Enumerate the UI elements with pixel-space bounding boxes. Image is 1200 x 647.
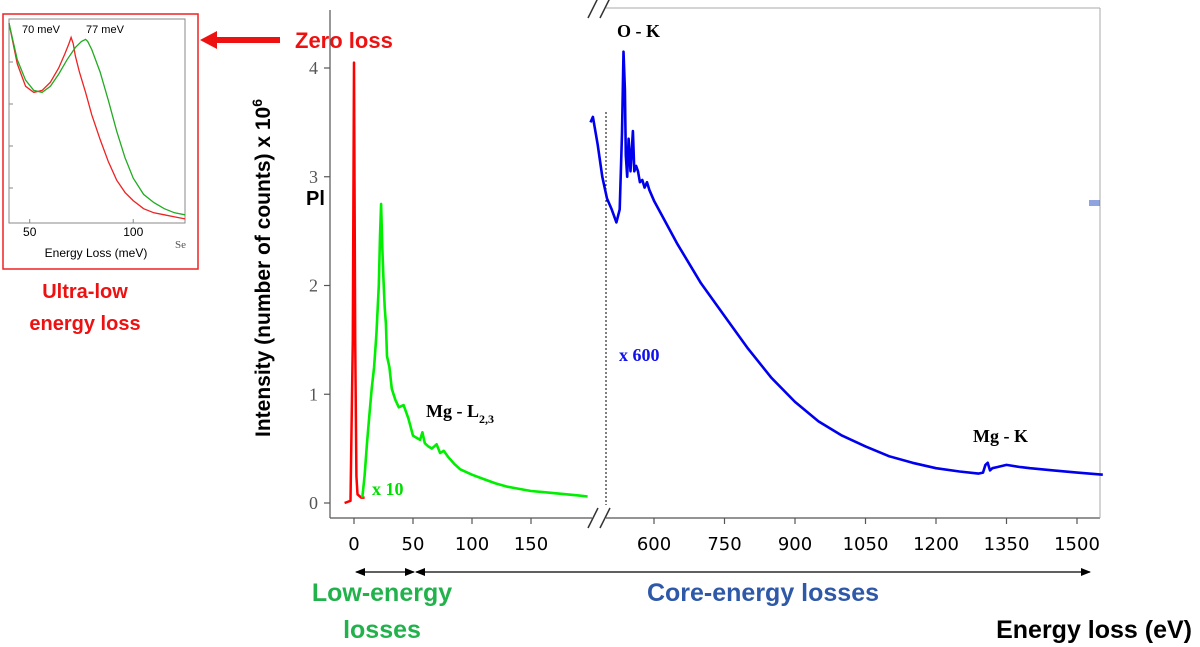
low-energy-losses-line2: losses — [343, 616, 421, 644]
x-tick-label-core: 1500 — [1054, 534, 1100, 555]
inset-x-axis-label: Energy Loss (meV) — [45, 246, 148, 260]
y-tick-label: 2 — [309, 276, 318, 296]
x-tick-label-core: 750 — [707, 534, 741, 555]
core-energy-series — [589, 50, 1103, 476]
inset-peak-label-70: 70 meV — [22, 24, 61, 36]
core-scale-factor-label: x 600 — [619, 345, 660, 365]
ultra-low-label-line1: Ultra-low — [42, 281, 128, 303]
inset-y-ticks — [9, 61, 13, 189]
y-tick-label: 0 — [309, 493, 318, 513]
inset-x-tick-label: 100 — [123, 225, 143, 239]
x-tick-label-core: 1350 — [984, 534, 1030, 555]
y-tick-label: 3 — [309, 167, 318, 187]
y-ticks: 0 1 2 3 4 — [309, 58, 330, 513]
axis-break-top — [587, 0, 610, 19]
x-tick-label-low: 0 — [348, 534, 359, 555]
inset-series-70mev — [8, 22, 186, 220]
o-k-edge-label: O - K — [617, 21, 660, 41]
low-scale-factor-label: x 10 — [372, 479, 404, 499]
x-axis-label: Energy loss (eV) — [996, 616, 1192, 644]
low-energy-series — [361, 202, 588, 498]
inset-series-77mev — [8, 22, 186, 216]
x-tick-label-core: 1050 — [843, 534, 889, 555]
inset-cut-label: Se — [175, 239, 186, 251]
inset-peak-label-77: 77 meV — [86, 24, 125, 36]
inset-series-group — [8, 22, 186, 220]
x-tick-label-low: 50 — [402, 534, 425, 555]
y-axis-label: Intensity (number of counts) x 106 — [249, 99, 275, 437]
x-ticks: 0 50 100 150 600 750 900 1050 1200 1350 1500 — [348, 518, 1100, 555]
pl-label: Pl — [306, 188, 325, 210]
mg-l23-edge-label: Mg - L2,3 — [426, 401, 494, 426]
zero-loss-label: Zero loss — [295, 28, 393, 53]
edge-artifact — [1089, 200, 1100, 206]
core-energy-losses-label: Core-energy losses — [647, 579, 879, 607]
zero-loss-series — [344, 61, 365, 505]
zero-loss-arrow-head — [200, 31, 217, 49]
axis-break-bottom — [587, 507, 611, 529]
x-tick-label-low: 100 — [455, 534, 489, 555]
inset-x-ticks: 50 100 — [23, 219, 144, 239]
y-tick-label: 1 — [309, 384, 318, 404]
x-tick-label-core: 1200 — [913, 534, 959, 555]
x-tick-label-core: 600 — [637, 534, 671, 555]
x-tick-label-low: 150 — [514, 534, 548, 555]
y-tick-label: 4 — [309, 58, 318, 78]
inset-x-tick-label: 50 — [23, 225, 37, 239]
ultra-low-label-line2: energy loss — [29, 313, 140, 335]
inset-plot-frame — [8, 18, 186, 224]
low-energy-losses-line1: Low-energy — [312, 579, 452, 607]
mg-k-edge-label: Mg - K — [973, 426, 1028, 446]
x-tick-label-core: 900 — [778, 534, 812, 555]
main-series-group — [344, 50, 1103, 505]
